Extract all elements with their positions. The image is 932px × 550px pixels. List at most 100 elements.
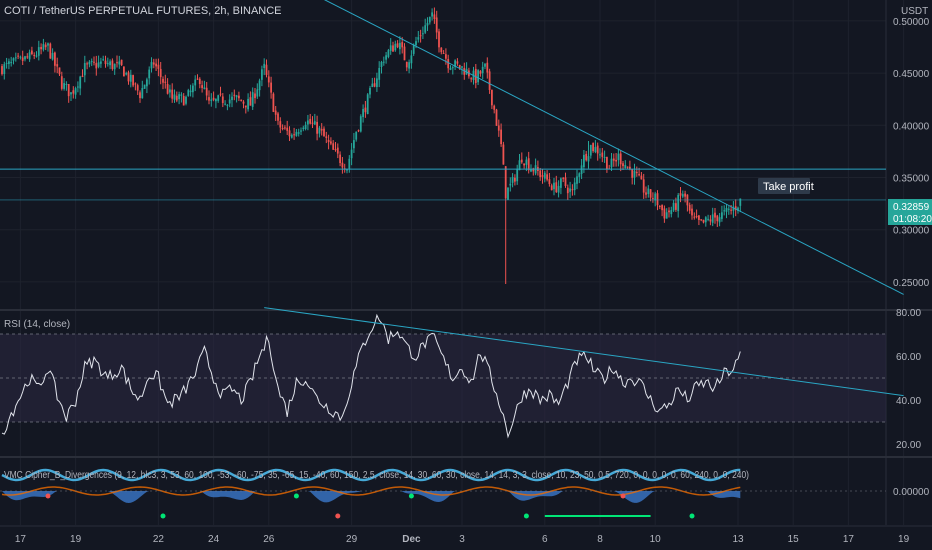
candle[interactable] bbox=[325, 136, 328, 139]
candle[interactable] bbox=[516, 169, 519, 182]
candle[interactable] bbox=[698, 215, 700, 220]
candle[interactable] bbox=[656, 193, 659, 206]
price-trendline[interactable] bbox=[315, 0, 904, 295]
candle[interactable] bbox=[629, 166, 631, 169]
candle[interactable] bbox=[42, 44, 45, 50]
candle[interactable] bbox=[619, 153, 622, 165]
candle[interactable] bbox=[249, 97, 252, 106]
candle[interactable] bbox=[514, 177, 516, 182]
candle[interactable] bbox=[635, 171, 638, 174]
candle[interactable] bbox=[392, 45, 394, 52]
candle[interactable] bbox=[553, 182, 555, 190]
candle[interactable] bbox=[21, 57, 24, 61]
candle[interactable] bbox=[532, 168, 535, 172]
candle[interactable] bbox=[339, 154, 341, 164]
candle[interactable] bbox=[180, 94, 183, 96]
candle[interactable] bbox=[477, 70, 479, 83]
candle[interactable] bbox=[109, 61, 111, 66]
vmc-cipher-pane[interactable] bbox=[0, 468, 886, 519]
candle[interactable] bbox=[79, 76, 82, 89]
candle[interactable] bbox=[353, 140, 355, 149]
candle[interactable] bbox=[67, 84, 70, 97]
candle[interactable] bbox=[155, 63, 157, 67]
candle[interactable] bbox=[599, 154, 601, 156]
candle[interactable] bbox=[300, 130, 302, 132]
candle[interactable] bbox=[585, 153, 588, 161]
candle[interactable] bbox=[226, 104, 229, 106]
candle[interactable] bbox=[228, 99, 231, 104]
candle[interactable] bbox=[297, 132, 300, 134]
candle[interactable] bbox=[215, 99, 217, 102]
candle[interactable] bbox=[727, 208, 730, 210]
candle[interactable] bbox=[571, 189, 574, 191]
candle[interactable] bbox=[493, 105, 496, 110]
candle[interactable] bbox=[382, 61, 385, 63]
candle[interactable] bbox=[70, 92, 72, 95]
candle[interactable] bbox=[369, 87, 371, 95]
candle[interactable] bbox=[730, 209, 732, 211]
candle[interactable] bbox=[661, 205, 663, 211]
candle[interactable] bbox=[592, 143, 594, 152]
candle[interactable] bbox=[527, 158, 530, 171]
candle[interactable] bbox=[279, 121, 282, 128]
candle[interactable] bbox=[58, 67, 61, 75]
candle[interactable] bbox=[316, 121, 318, 134]
candle[interactable] bbox=[26, 56, 29, 58]
candle[interactable] bbox=[658, 205, 661, 207]
candle[interactable] bbox=[566, 187, 569, 194]
candle[interactable] bbox=[157, 64, 160, 69]
candle[interactable] bbox=[461, 66, 463, 68]
candle[interactable] bbox=[707, 218, 709, 220]
candle[interactable] bbox=[408, 62, 410, 69]
candle[interactable] bbox=[622, 163, 624, 167]
candle[interactable] bbox=[718, 217, 721, 223]
candle[interactable] bbox=[17, 55, 19, 57]
candle[interactable] bbox=[399, 42, 401, 50]
candle[interactable] bbox=[484, 63, 486, 67]
candle[interactable] bbox=[422, 33, 424, 35]
candle[interactable] bbox=[362, 108, 364, 118]
candle[interactable] bbox=[97, 62, 100, 67]
candle[interactable] bbox=[520, 159, 523, 163]
candle[interactable] bbox=[102, 59, 105, 61]
candle[interactable] bbox=[178, 94, 180, 100]
candle[interactable] bbox=[617, 153, 620, 161]
candle[interactable] bbox=[670, 210, 673, 215]
candle[interactable] bbox=[8, 61, 10, 65]
candle[interactable] bbox=[734, 206, 737, 210]
candle[interactable] bbox=[497, 125, 500, 131]
candle[interactable] bbox=[438, 31, 440, 48]
candle[interactable] bbox=[288, 130, 291, 137]
candle[interactable] bbox=[231, 96, 233, 101]
candle[interactable] bbox=[146, 79, 148, 87]
candle[interactable] bbox=[440, 47, 443, 53]
candle[interactable] bbox=[495, 109, 498, 126]
candle[interactable] bbox=[120, 59, 123, 66]
candle[interactable] bbox=[539, 170, 542, 178]
candle[interactable] bbox=[63, 83, 65, 89]
candle[interactable] bbox=[550, 185, 553, 191]
candle[interactable] bbox=[272, 93, 275, 112]
candle[interactable] bbox=[81, 75, 84, 77]
candle[interactable] bbox=[295, 131, 298, 136]
candle[interactable] bbox=[576, 176, 578, 184]
candle[interactable] bbox=[523, 163, 525, 166]
candle[interactable] bbox=[40, 47, 42, 50]
candle[interactable] bbox=[530, 169, 532, 172]
candle[interactable] bbox=[320, 129, 323, 131]
candle[interactable] bbox=[564, 177, 567, 186]
candle[interactable] bbox=[210, 99, 213, 101]
candle[interactable] bbox=[159, 68, 162, 78]
candle[interactable] bbox=[277, 113, 279, 121]
candle[interactable] bbox=[652, 198, 654, 200]
candle[interactable] bbox=[254, 93, 256, 99]
candle[interactable] bbox=[51, 52, 54, 60]
candle[interactable] bbox=[451, 67, 454, 69]
candle[interactable] bbox=[647, 188, 650, 195]
candle[interactable] bbox=[341, 162, 344, 168]
candle[interactable] bbox=[725, 207, 728, 212]
candle[interactable] bbox=[267, 76, 270, 83]
candle[interactable] bbox=[19, 56, 22, 58]
candle[interactable] bbox=[684, 193, 686, 197]
candle[interactable] bbox=[504, 166, 507, 199]
